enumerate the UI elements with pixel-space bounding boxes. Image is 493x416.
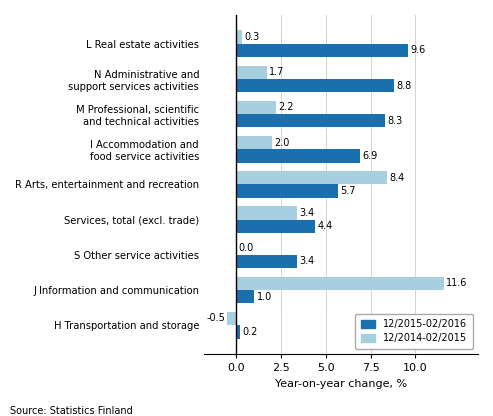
Text: 1.0: 1.0 xyxy=(256,292,272,302)
Text: 8.3: 8.3 xyxy=(387,116,402,126)
Text: Source: Statistics Finland: Source: Statistics Finland xyxy=(10,406,133,416)
Bar xyxy=(236,149,360,163)
Bar xyxy=(236,184,338,198)
Text: 11.6: 11.6 xyxy=(446,278,468,288)
Text: 9.6: 9.6 xyxy=(411,45,426,55)
Bar xyxy=(236,277,444,290)
Legend: 12/2015-02/2016, 12/2014-02/2015: 12/2015-02/2016, 12/2014-02/2015 xyxy=(355,314,473,349)
Bar xyxy=(236,255,297,268)
Text: 0.0: 0.0 xyxy=(239,243,254,253)
Text: 2.0: 2.0 xyxy=(275,138,290,148)
Text: 3.4: 3.4 xyxy=(299,208,315,218)
Bar xyxy=(236,171,387,184)
Bar xyxy=(236,101,276,114)
Text: 3.4: 3.4 xyxy=(299,257,315,267)
Bar xyxy=(236,44,408,57)
Text: 2.2: 2.2 xyxy=(278,102,293,112)
Bar xyxy=(236,79,394,92)
Bar xyxy=(236,66,267,79)
Bar xyxy=(236,290,254,303)
Text: 4.4: 4.4 xyxy=(317,221,333,231)
Text: 8.8: 8.8 xyxy=(396,81,411,91)
Text: 1.7: 1.7 xyxy=(269,67,284,77)
Bar xyxy=(236,220,315,233)
Text: 0.2: 0.2 xyxy=(242,327,257,337)
Bar xyxy=(227,312,236,325)
Bar xyxy=(236,114,385,127)
Text: 0.3: 0.3 xyxy=(244,32,259,42)
Text: -0.5: -0.5 xyxy=(206,314,225,324)
Text: 8.4: 8.4 xyxy=(389,173,404,183)
Bar xyxy=(236,30,242,44)
Bar xyxy=(236,136,272,149)
Text: 6.9: 6.9 xyxy=(362,151,377,161)
Bar xyxy=(236,206,297,220)
Text: 5.7: 5.7 xyxy=(341,186,356,196)
X-axis label: Year-on-year change, %: Year-on-year change, % xyxy=(275,379,407,389)
Bar xyxy=(236,325,240,339)
